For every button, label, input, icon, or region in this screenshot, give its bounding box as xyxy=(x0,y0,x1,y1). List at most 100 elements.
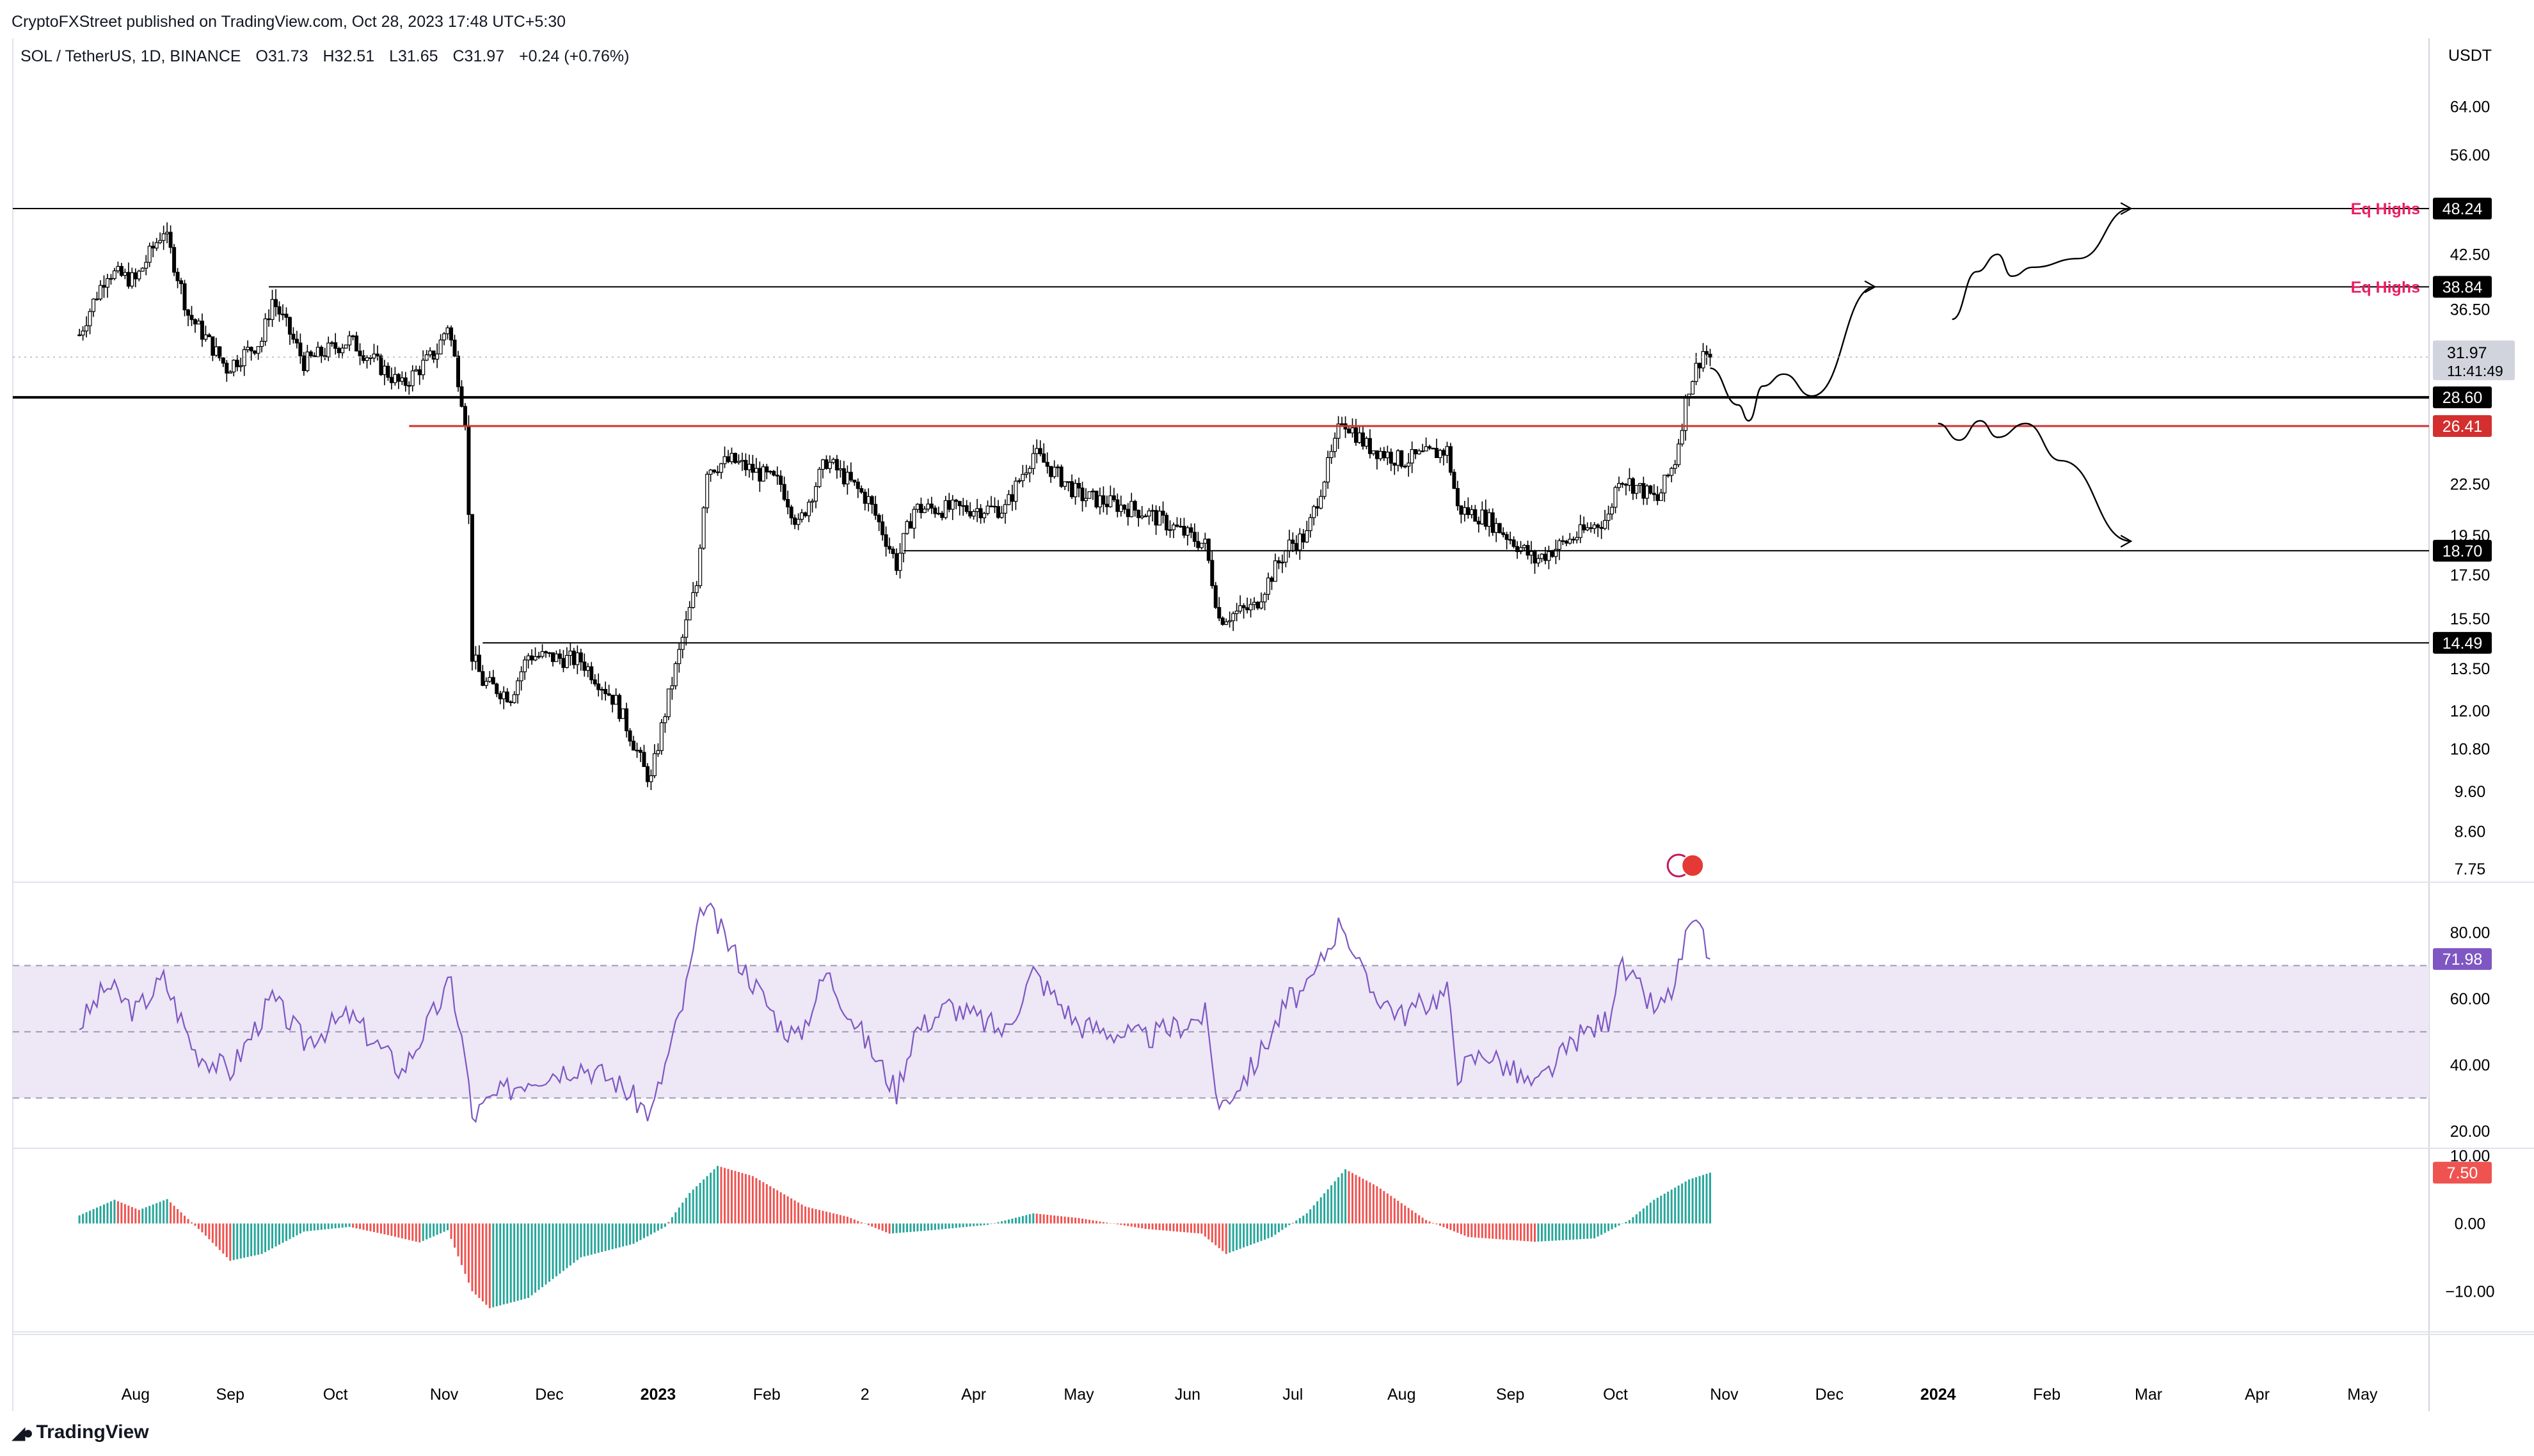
candle-body xyxy=(1224,621,1229,625)
eq-highs-label: Eq Highs xyxy=(2351,200,2420,218)
candle-body xyxy=(1329,451,1334,458)
candle-body xyxy=(1357,432,1362,443)
level-tag-bg xyxy=(2433,198,2492,220)
candle-body xyxy=(246,347,250,351)
candle-body xyxy=(1129,501,1134,518)
price-tick: 42.50 xyxy=(2450,246,2490,264)
candle-body xyxy=(1108,495,1113,507)
candle-body xyxy=(1014,480,1018,502)
candle-body xyxy=(1178,526,1183,528)
level-tag-bg xyxy=(2433,386,2492,409)
candle-body xyxy=(922,509,927,513)
level-tag-38.84: 38.84 xyxy=(2442,278,2483,296)
candle-body xyxy=(287,317,292,335)
candle-body xyxy=(1227,620,1232,622)
price-tick: 9.60 xyxy=(2455,783,2486,801)
candle-body xyxy=(1255,601,1260,609)
candle-body xyxy=(232,360,236,373)
candle-body xyxy=(1090,490,1095,493)
candle-body xyxy=(1431,448,1435,450)
candle-body xyxy=(1480,509,1485,525)
candle-body xyxy=(340,347,345,354)
candle-body xyxy=(1035,448,1039,454)
candle-body xyxy=(1603,519,1607,529)
level-tag-bg xyxy=(2433,415,2492,438)
candle-body xyxy=(1277,560,1281,564)
countdown-tag: 11:41:49 xyxy=(2447,363,2503,379)
candle-body xyxy=(1101,495,1106,505)
candle-body xyxy=(1238,605,1243,612)
candle-body xyxy=(1308,517,1312,532)
candle-body xyxy=(950,500,955,510)
candle-body xyxy=(1234,610,1239,614)
candle-body xyxy=(99,285,103,299)
candle-body xyxy=(863,491,867,504)
candle-body xyxy=(362,355,366,361)
candle-body xyxy=(1284,550,1288,563)
candle-body xyxy=(1414,449,1418,455)
candle-body xyxy=(856,481,860,489)
candle-body xyxy=(589,666,594,681)
candle-body xyxy=(1445,446,1449,456)
candle-body xyxy=(140,267,145,272)
candle-body xyxy=(1708,354,1712,358)
candle-body xyxy=(1410,449,1414,464)
candle-body xyxy=(470,514,474,662)
candle-body xyxy=(1424,446,1428,452)
candle-body xyxy=(550,652,555,662)
candle-body xyxy=(1248,604,1253,610)
candle-body xyxy=(1448,446,1453,473)
candle-body xyxy=(1630,478,1635,494)
candle-body xyxy=(1350,427,1355,434)
candle-body xyxy=(715,471,720,473)
candle-body xyxy=(1189,527,1193,533)
candle-body xyxy=(1634,485,1639,494)
candle-body xyxy=(1080,487,1085,502)
candle-body xyxy=(1024,472,1028,475)
candle-body xyxy=(1606,513,1611,521)
candle-body xyxy=(203,334,208,340)
price-tick: 10.80 xyxy=(2450,741,2490,759)
rsi-line xyxy=(79,902,1710,1123)
candle-body xyxy=(466,425,471,515)
candle-body xyxy=(200,320,204,340)
price-tick: 22.50 xyxy=(2450,475,2490,493)
candle-body xyxy=(800,512,804,520)
time-tick: Dec xyxy=(1815,1386,1844,1404)
candle-body xyxy=(1192,532,1197,542)
candle-body xyxy=(645,766,649,782)
candle-body xyxy=(1231,613,1236,621)
candle-body xyxy=(1270,577,1274,582)
time-tick: Dec xyxy=(535,1386,563,1404)
candle-body xyxy=(544,651,548,654)
candle-body xyxy=(1518,547,1523,552)
candle-body xyxy=(898,553,902,571)
candle-body xyxy=(1059,466,1064,487)
symbol-header: SOL / TetherUS, 1D, BINANCE O31.73 H32.5… xyxy=(20,47,639,66)
candle-body xyxy=(989,505,994,507)
candle-body xyxy=(754,468,758,473)
candle-body xyxy=(954,500,959,502)
price-tick: 36.50 xyxy=(2450,301,2490,319)
candle-body xyxy=(670,685,674,690)
candle-body xyxy=(705,473,710,509)
hist-tick: 0.00 xyxy=(2455,1215,2486,1233)
candle-body xyxy=(866,496,871,504)
candle-body xyxy=(975,508,980,512)
candle-body xyxy=(561,658,566,669)
projection-arrow-3 xyxy=(1938,420,2133,548)
candle-body xyxy=(1203,539,1207,544)
candle-body xyxy=(1389,452,1393,464)
candle-body xyxy=(1245,607,1250,610)
candle-body xyxy=(1568,539,1572,544)
candle-body xyxy=(586,666,590,671)
candle-body xyxy=(1694,363,1698,383)
candle-body xyxy=(891,548,895,555)
candle-body xyxy=(568,651,573,656)
candle-body xyxy=(1210,560,1215,587)
candle-body xyxy=(779,475,783,485)
tradingview-brand[interactable]: ◢● TradingView xyxy=(12,1421,149,1443)
candle-body xyxy=(1701,351,1705,368)
candle-body xyxy=(1241,605,1246,608)
